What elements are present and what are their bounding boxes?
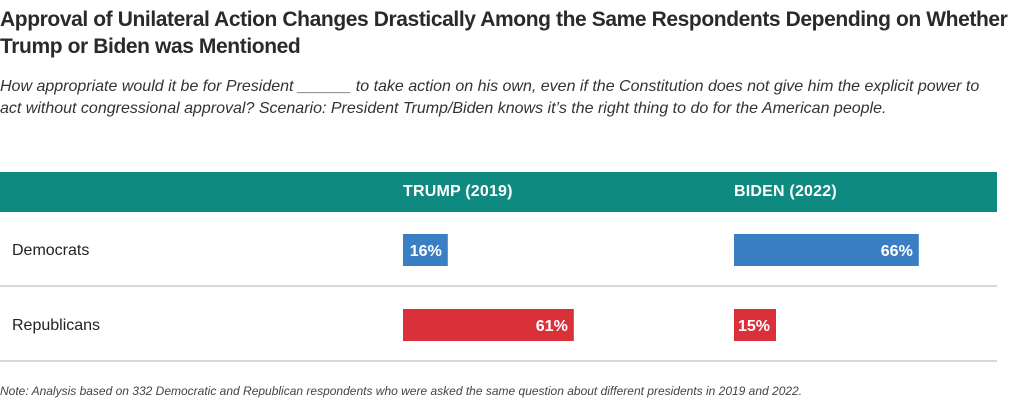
data-label-democrats-biden: 66% [881, 243, 913, 260]
data-label-democrats-trump: 16% [410, 243, 442, 260]
column-header-band: TRUMP (2019) BIDEN (2022) [0, 172, 997, 212]
chart-subtitle: How appropriate would it be for Presiden… [0, 78, 980, 117]
data-label-republicans-trump: 61% [536, 318, 568, 335]
bar-republicans-biden [734, 309, 776, 341]
bar-republicans-trump [403, 309, 574, 341]
bar-democrats-biden [734, 234, 919, 266]
column-header-trump: TRUMP (2019) [403, 183, 513, 200]
chart-note: Note: Analysis based on 332 Democratic a… [0, 384, 803, 398]
chart-title: Approval of Unilateral Action Changes Dr… [0, 8, 1008, 58]
bar-chart: Democrats 16% 66% Republicans 61% 15% [0, 234, 997, 362]
row-label-republicans: Republicans [12, 317, 100, 334]
data-label-republicans-biden: 15% [738, 318, 770, 335]
bar-democrats-trump [403, 234, 448, 266]
row-label-democrats: Democrats [12, 242, 89, 259]
column-header-biden: BIDEN (2022) [734, 183, 837, 200]
